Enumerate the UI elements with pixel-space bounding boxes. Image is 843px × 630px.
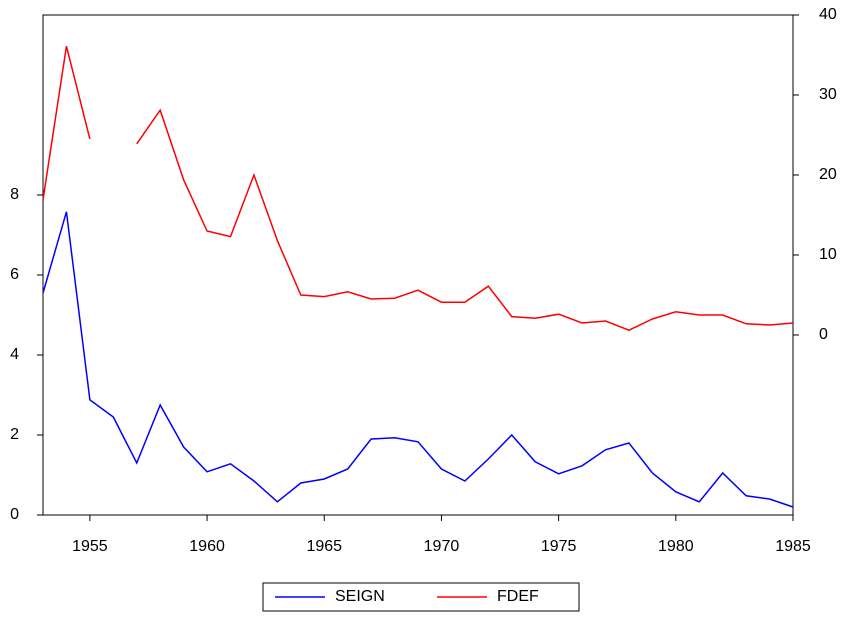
x-tick-label: 1970: [424, 538, 460, 555]
y2-tick-label: 40: [819, 6, 837, 23]
y-tick-label: 0: [10, 506, 19, 523]
series-line: [136, 108, 794, 332]
x-tick-label: 1955: [72, 538, 108, 555]
y-tick-label: 8: [10, 186, 19, 203]
x-tick-label: 1965: [306, 538, 342, 555]
y-tick-label: 2: [10, 426, 19, 443]
y2-tick-label: 10: [819, 246, 837, 263]
legend-label: FDEF: [497, 588, 539, 605]
y-tick-label: 6: [10, 266, 19, 283]
x-tick-label: 1975: [541, 538, 577, 555]
legend-label: SEIGN: [335, 588, 385, 605]
y2-tick-label: 0: [819, 326, 828, 343]
x-tick-label: 1960: [189, 538, 225, 555]
plot-frame: [42, 14, 794, 516]
y2-tick-label: 30: [819, 86, 837, 103]
x-tick-label: 1985: [775, 538, 811, 555]
series-line: [42, 211, 794, 508]
y2-tick-label: 20: [819, 166, 837, 183]
x-tick-label: 1980: [658, 538, 694, 555]
series-line: [42, 46, 91, 200]
y-tick-label: 4: [10, 346, 19, 363]
